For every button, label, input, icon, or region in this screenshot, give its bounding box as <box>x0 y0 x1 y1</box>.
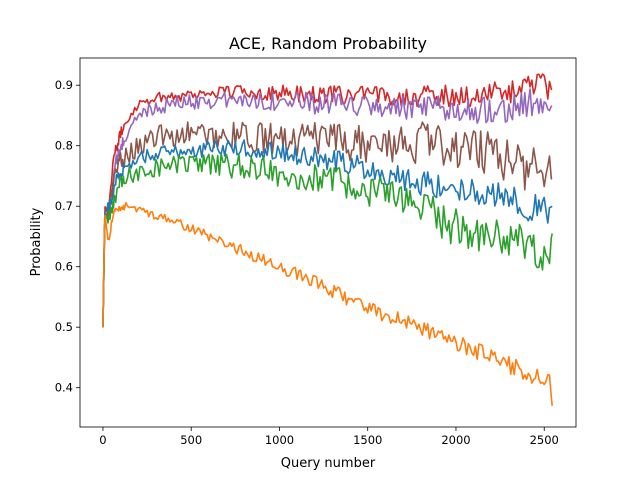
y-tick-label: 0.4 <box>55 381 73 395</box>
x-tick-label: 2500 <box>530 433 559 447</box>
y-tick-label: 0.5 <box>55 320 73 334</box>
x-tick-label: 0 <box>99 433 106 447</box>
y-axis-label: Probability <box>29 207 44 276</box>
x-tick-label: 500 <box>180 433 202 447</box>
y-tick-label: 0.9 <box>55 78 73 92</box>
y-tick-label: 0.6 <box>55 260 73 274</box>
series-layer <box>102 73 553 406</box>
x-axis-label: Query number <box>281 456 376 471</box>
x-tick-label: 2000 <box>441 433 470 447</box>
series-line-green <box>102 153 553 328</box>
y-axis: 0.4 0.5 0.6 0.7 0.8 0.9 <box>55 78 80 395</box>
y-tick-label: 0.7 <box>55 199 73 213</box>
chart-title: ACE, Random Probability <box>229 34 427 53</box>
series-line-purple <box>102 88 553 328</box>
plot-frame <box>79 57 577 428</box>
series-line-orange <box>102 201 553 406</box>
series-line-red <box>102 73 553 328</box>
series-line-brown <box>102 121 553 328</box>
x-tick-label: 1000 <box>265 433 294 447</box>
x-tick-label: 1500 <box>353 433 382 447</box>
series-line-blue <box>102 139 553 328</box>
x-axis: 0 500 1000 1500 2000 2500 <box>99 427 559 447</box>
y-tick-label: 0.8 <box>55 139 73 153</box>
